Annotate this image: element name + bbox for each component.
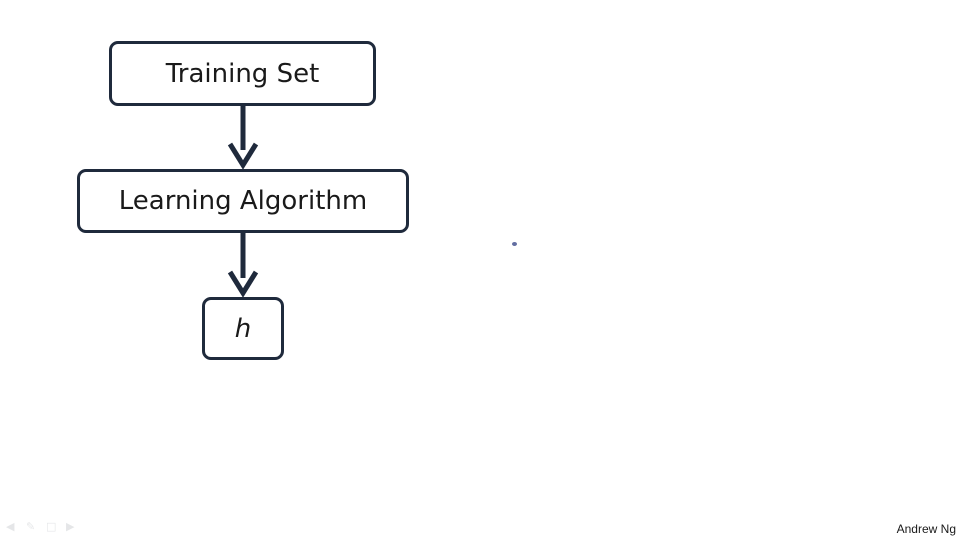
pointer-cursor-icon [512,242,517,246]
learning-algorithm-box: Learning Algorithm [77,169,409,233]
hypothesis-label: h [234,313,252,344]
training-set-box: Training Set [109,41,376,106]
training-set-label: Training Set [165,58,320,89]
slide-nav-controls[interactable]: ◀ ✎ □ ▶ [6,520,80,533]
author-credit: Andrew Ng [896,522,956,536]
next-arrow-icon[interactable]: ▶ [66,520,75,533]
hypothesis-box: h [202,297,284,360]
arrow-algorithm-to-h-head [227,270,259,298]
arrow-training-to-algorithm-head [227,142,259,170]
previous-arrow-icon[interactable]: ◀ [6,520,15,533]
pen-icon[interactable]: ✎ [26,520,36,533]
menu-icon[interactable]: □ [46,520,57,533]
learning-algorithm-label: Learning Algorithm [118,186,368,216]
